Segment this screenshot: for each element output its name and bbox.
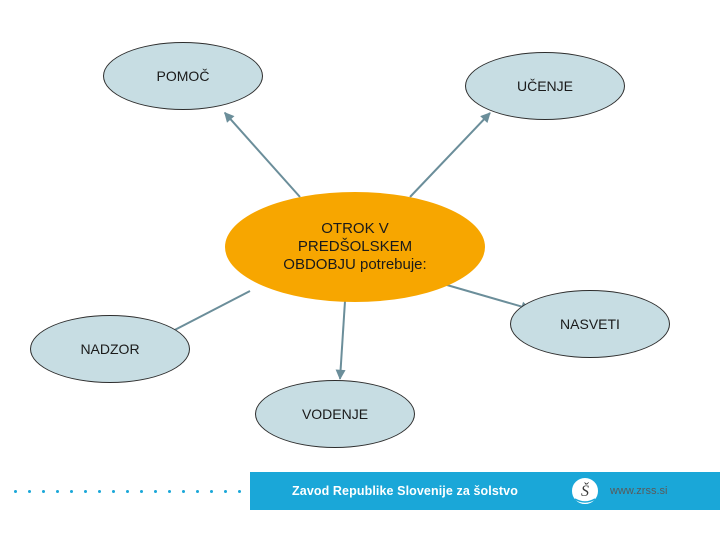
footer-logo-icon: Š	[560, 472, 610, 510]
footer-bar: Zavod Republike Slovenije za šolstvo Š w…	[0, 472, 720, 510]
node-label-nasveti: NASVETI	[560, 316, 620, 333]
node-label-pomoc: POMOČ	[157, 68, 210, 85]
footer-org-name: Zavod Republike Slovenije za šolstvo	[250, 472, 560, 510]
footer-dot	[238, 490, 241, 493]
footer-dot	[210, 490, 213, 493]
footer-dot	[196, 490, 199, 493]
node-label-ucenje: UČENJE	[517, 78, 573, 95]
footer-dot	[56, 490, 59, 493]
footer-dot	[98, 490, 101, 493]
footer-dots	[0, 472, 250, 510]
footer-url: www.zrss.si	[610, 472, 720, 510]
node-label-vodenje: VODENJE	[302, 406, 368, 423]
node-label-nadzor: NADZOR	[80, 341, 139, 358]
logo-glyph: Š	[581, 481, 589, 500]
diagram-canvas: OTROK V PREDŠOLSKEM OBDOBJU potrebuje: PO…	[0, 0, 720, 540]
footer-dot	[182, 490, 185, 493]
edge-0	[224, 112, 300, 197]
edge-1	[409, 112, 490, 197]
node-center: OTROK V PREDŠOLSKEM OBDOBJU potrebuje:	[225, 192, 485, 302]
node-label-center: OTROK V PREDŠOLSKEM OBDOBJU potrebuje:	[283, 220, 426, 274]
footer-dot	[168, 490, 171, 493]
footer-dot	[84, 490, 87, 493]
footer-dot	[126, 490, 129, 493]
node-vodenje: VODENJE	[255, 380, 415, 448]
footer-dot	[112, 490, 115, 493]
node-pomoc: POMOČ	[103, 42, 263, 110]
footer-dot	[42, 490, 45, 493]
footer-dot	[14, 490, 17, 493]
footer-dot	[70, 490, 73, 493]
footer-dot	[140, 490, 143, 493]
node-nasveti: NASVETI	[510, 290, 670, 358]
node-ucenje: UČENJE	[465, 52, 625, 120]
edge-3	[339, 301, 346, 379]
footer-dot	[154, 490, 157, 493]
node-nadzor: NADZOR	[30, 315, 190, 383]
edge-2	[165, 290, 251, 336]
edge-4	[440, 282, 531, 310]
footer-dot	[224, 490, 227, 493]
footer-dot	[28, 490, 31, 493]
